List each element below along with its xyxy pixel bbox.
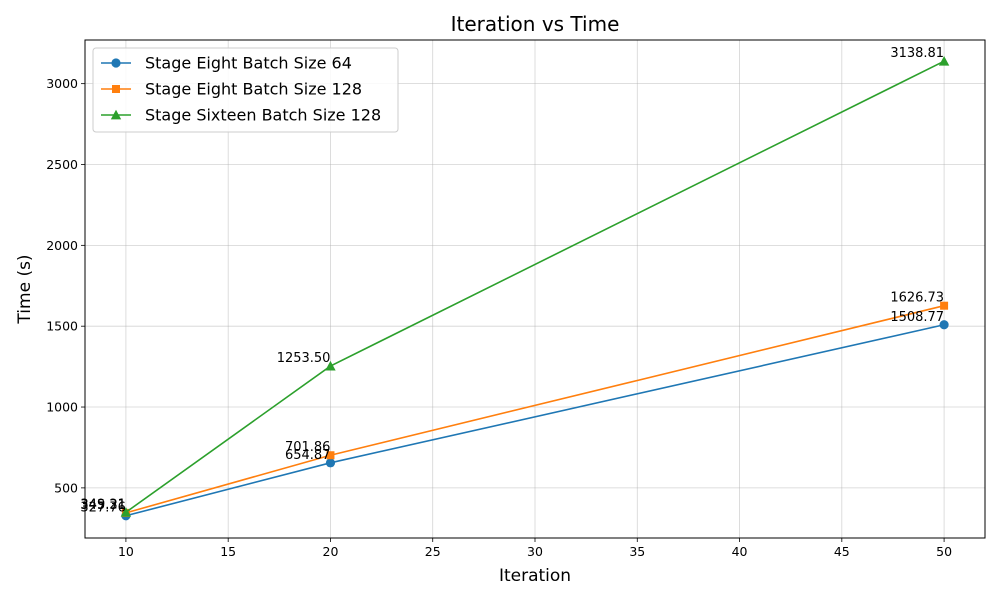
data-label: 654.87 <box>285 448 331 463</box>
data-label: 327.76 <box>80 501 126 516</box>
data-label: 1626.73 <box>890 291 944 306</box>
x-tick-label: 40 <box>732 544 748 559</box>
x-tick-label: 10 <box>118 544 134 559</box>
x-axis-title: Iteration <box>499 566 571 586</box>
y-axis-title: Time (s) <box>15 254 35 324</box>
grid <box>85 40 985 538</box>
series-3 <box>120 56 950 517</box>
x-tick-label: 20 <box>323 544 339 559</box>
chart-title: Iteration vs Time <box>451 12 620 36</box>
x-tick-label: 30 <box>527 544 543 559</box>
x-tick-label: 35 <box>629 544 645 559</box>
y-tick-label: 3000 <box>46 76 78 91</box>
x-tick-label: 50 <box>936 544 952 559</box>
x-tick-label: 45 <box>834 544 850 559</box>
legend-label: Stage Eight Batch Size 128 <box>145 80 362 99</box>
legend-marker <box>112 85 120 93</box>
data-label: 701.86 <box>285 440 331 455</box>
x-axis-ticks: 10 15 20 25 30 35 40 45 50 <box>118 538 952 559</box>
data-label: 3138.81 <box>890 46 944 61</box>
data-label: 1253.50 <box>277 351 331 366</box>
legend-item-3: Stage Sixteen Batch Size 128 <box>101 106 381 125</box>
legend-item-2: Stage Eight Batch Size 128 <box>101 80 362 99</box>
y-axis-ticks: 500 1000 1500 2000 2500 3000 <box>46 76 85 495</box>
series-group <box>120 56 950 521</box>
x-tick-label: 25 <box>425 544 441 559</box>
x-tick-label: 15 <box>220 544 236 559</box>
data-point <box>325 458 336 468</box>
legend: Stage Eight Batch Size 64 Stage Eight Bat… <box>92 47 399 133</box>
data-label: 345.31 <box>80 498 126 513</box>
data-point <box>326 451 335 460</box>
y-tick-label: 1500 <box>46 319 78 334</box>
data-point <box>940 301 949 310</box>
legend-marker <box>111 58 121 68</box>
data-point <box>938 56 950 66</box>
y-tick-label: 2000 <box>46 238 78 253</box>
data-label: 349.21 <box>80 497 126 512</box>
data-point <box>325 360 336 371</box>
legend-item-1: Stage Eight Batch Size 64 <box>101 54 352 73</box>
y-tick-label: 1000 <box>46 400 78 415</box>
data-label: 1508.77 <box>890 310 944 325</box>
legend-box <box>92 47 399 133</box>
legend-marker <box>110 109 122 120</box>
data-labels: 327.76 654.87 1508.77 345.31 701.86 1626.73 34… <box>80 46 944 516</box>
y-tick-label: 500 <box>54 480 78 495</box>
legend-label: Stage Eight Batch Size 64 <box>145 54 352 73</box>
y-tick-label: 2500 <box>46 157 78 172</box>
legend-label: Stage Sixteen Batch Size 128 <box>145 106 381 125</box>
data-point <box>939 320 949 330</box>
data-point <box>120 507 132 517</box>
